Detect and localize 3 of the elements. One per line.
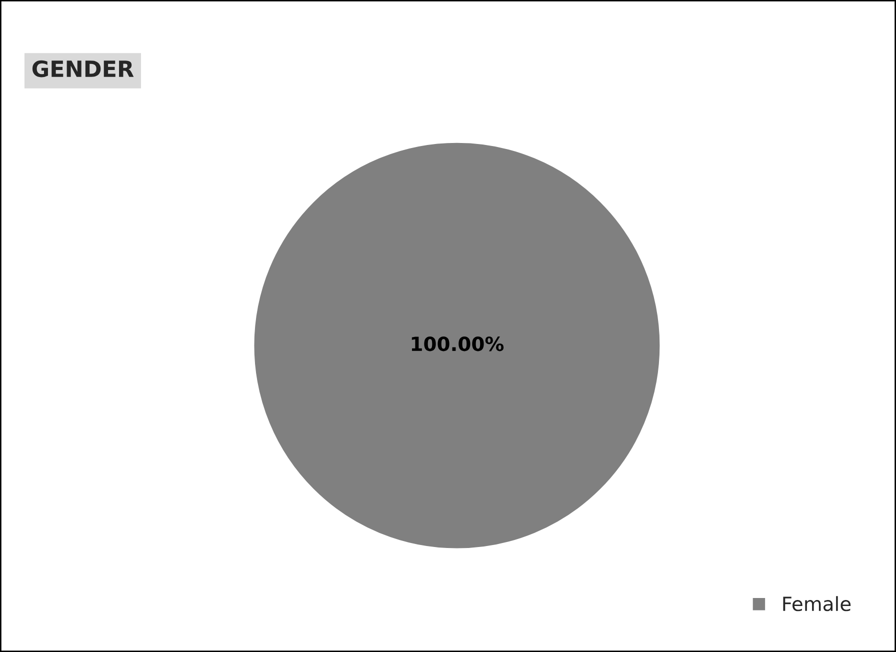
data-label: 100.00% bbox=[412, 336, 504, 352]
legend-label: Female bbox=[783, 596, 851, 612]
chart-title: GENDER bbox=[32, 60, 134, 78]
